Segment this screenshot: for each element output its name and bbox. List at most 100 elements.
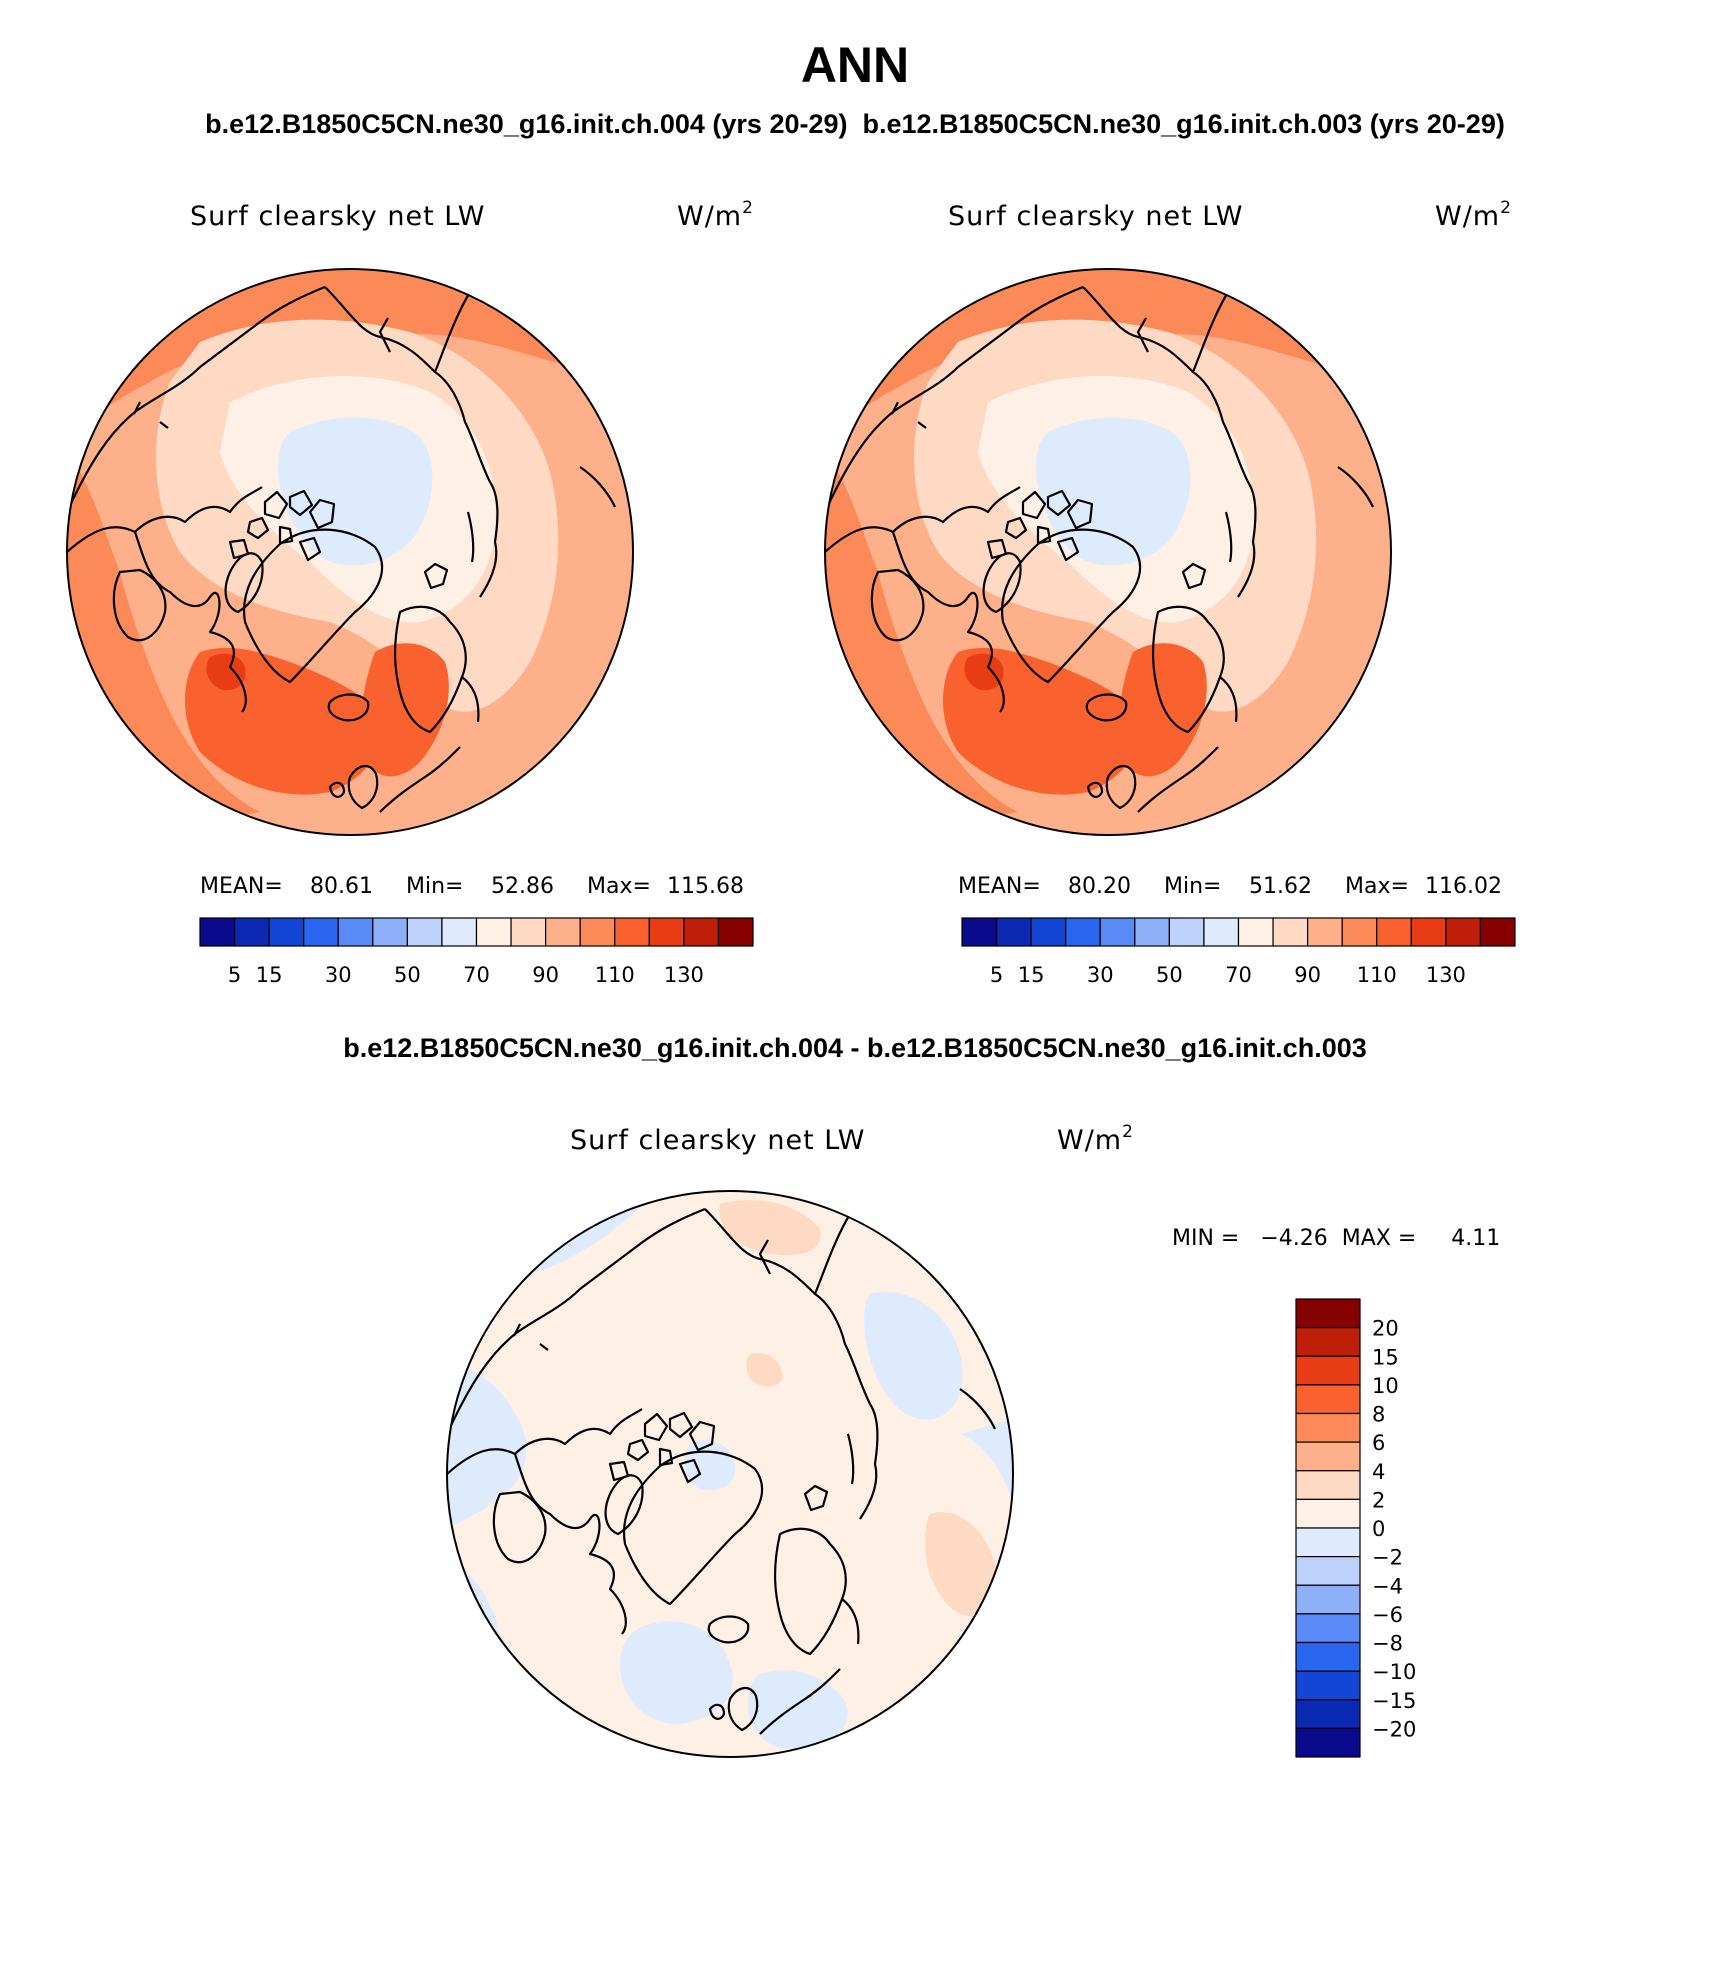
- diff-colorbar-swatch: [1295, 1641, 1361, 1672]
- panel-a-colorbar-swatch: [268, 917, 305, 947]
- panel-a-colorbar-swatch: [233, 917, 270, 947]
- diff-colorbar-tick-label: 20: [1372, 1317, 1399, 1341]
- panel-a-map: [67, 269, 633, 835]
- panel-a-colorbar-tick-label: 70: [463, 963, 490, 987]
- panel-b-colorbar-swatch: [1445, 917, 1482, 947]
- panel-a-map-border: [66, 268, 634, 836]
- panel-b-colorbar-swatch: [1099, 917, 1136, 947]
- panel-b-max-value: 116.02: [1425, 874, 1502, 899]
- panel-a-colorbar-swatch: [579, 917, 616, 947]
- panel-b-mean-value: 80.20: [1068, 874, 1131, 899]
- panel-a-colorbar-tick-label: 90: [532, 963, 559, 987]
- diff-units-label: W/m2: [1057, 1122, 1134, 1156]
- panel-a-variable-label: Surf clearsky net LW: [190, 201, 486, 232]
- panel-a-max-label: Max=: [587, 874, 651, 899]
- diff-colorbar-tick-label: 15: [1372, 1345, 1399, 1369]
- panel-a-colorbar-tick-label: 15: [256, 963, 283, 987]
- panel-a-mean-label: MEAN=: [200, 874, 283, 899]
- panel-b-colorbar-swatch: [1410, 917, 1447, 947]
- panel-a-colorbar-swatch: [475, 917, 512, 947]
- panel-b-colorbar-swatch: [1341, 917, 1378, 947]
- diff-colorbar-tick-label: −2: [1372, 1546, 1403, 1570]
- diff-colorbar-tick-label: 4: [1372, 1460, 1385, 1484]
- panel-a-colorbar-tick-label: 50: [394, 963, 421, 987]
- panel-a-min-value: 52.86: [491, 874, 554, 899]
- panel-a-colorbar-tick-label: 130: [664, 963, 704, 987]
- panel-b-colorbar-tick-label: 130: [1426, 963, 1466, 987]
- diff-subtitle: b.e12.B1850C5CN.ne30_g16.init.ch.004 - b…: [343, 1033, 1367, 1063]
- panel-b-colorbar-swatch: [1272, 917, 1309, 947]
- panel-a-colorbar-tick-label: 30: [325, 963, 352, 987]
- panel-a-colorbar-swatch: [648, 917, 685, 947]
- panel-b-colorbar-swatch: [1065, 917, 1101, 947]
- panel-b-min-value: 51.62: [1249, 874, 1312, 899]
- panel-a-colorbar-swatch: [303, 917, 339, 947]
- panel-case-004: Surf clearsky net LW W/m2 MEAN= 80.61 Mi…: [66, 198, 754, 987]
- panel-b-colorbar-tick-label: 110: [1357, 963, 1397, 987]
- diff-colorbar-swatch: [1295, 1613, 1361, 1644]
- panel-b-colorbar-swatch: [1203, 917, 1240, 947]
- panel-b-mean-label: MEAN=: [958, 874, 1041, 899]
- panel-b-colorbar-tick-label: 15: [1018, 963, 1045, 987]
- panel-a-colorbar-swatch: [683, 917, 720, 947]
- panel-a-colorbar-swatch: [199, 917, 236, 947]
- diff-colorbar-swatch: [1295, 1384, 1361, 1415]
- diff-colorbar-swatch: [1295, 1355, 1361, 1386]
- diff-colorbar-swatch: [1295, 1298, 1361, 1329]
- panel-b-colorbar-swatch: [1376, 917, 1412, 947]
- diff-colorbar-tick-label: −6: [1372, 1603, 1403, 1627]
- diff-variable-label: Surf clearsky net LW: [570, 1125, 866, 1156]
- panel-b-units-label: W/m2: [1435, 198, 1512, 232]
- diff-map: [447, 1191, 1013, 1757]
- panel-a-colorbar-swatch: [717, 917, 754, 947]
- panel-b-colorbar-tick-label: 5: [990, 963, 1003, 987]
- diff-colorbar-swatch: [1295, 1556, 1361, 1586]
- diff-colorbar-swatch: [1295, 1441, 1361, 1472]
- panel-b-colorbar-swatch: [995, 917, 1032, 947]
- panel-b-colorbar-swatch: [1134, 917, 1170, 947]
- panel-a-colorbar-tick-label: 110: [595, 963, 635, 987]
- diff-colorbar-swatch: [1295, 1527, 1361, 1558]
- top-subtitle: b.e12.B1850C5CN.ne30_g16.init.ch.004 (yr…: [205, 109, 1505, 139]
- diff-colorbar-tick-label: 6: [1372, 1431, 1385, 1455]
- panel-b-colorbar-swatch: [1479, 917, 1516, 947]
- panel-b-colorbar-swatch: [1168, 917, 1205, 947]
- panel-b-colorbar-swatch: [1307, 917, 1343, 947]
- diff-colorbar-swatch: [1295, 1498, 1361, 1529]
- panel-a-units-label: W/m2: [677, 198, 754, 232]
- diff-colorbar-tick-label: −15: [1372, 1689, 1416, 1713]
- panel-a-colorbar-tick-label: 5: [228, 963, 241, 987]
- diff-colorbar-tick-label: 0: [1372, 1517, 1385, 1541]
- panel-b-colorbar-tick-label: 90: [1294, 963, 1321, 987]
- panel-b-colorbar-tick-label: 50: [1156, 963, 1183, 987]
- panel-a-colorbar-swatch: [441, 917, 478, 947]
- diff-colorbar-tick-label: −4: [1372, 1574, 1403, 1598]
- panel-a-max-value: 115.68: [667, 874, 744, 899]
- panel-b-variable-label: Surf clearsky net LW: [948, 201, 1244, 232]
- panel-a-colorbar-swatch: [510, 917, 547, 947]
- panel-b-colorbar-swatch: [1237, 917, 1274, 947]
- panel-a-mean-value: 80.61: [310, 874, 373, 899]
- panel-difference: Surf clearsky net LW W/m2 MIN = −4.26 MA…: [446, 1122, 1500, 1758]
- diff-colorbar-swatch: [1295, 1727, 1361, 1758]
- diff-colorbar-swatch: [1295, 1670, 1361, 1701]
- diff-colorbar-swatch: [1295, 1470, 1361, 1500]
- diff-colorbar-swatch: [1295, 1699, 1361, 1729]
- panel-a-colorbar-swatch: [406, 917, 443, 947]
- figure-title: ANN: [801, 37, 909, 93]
- diff-colorbar-swatch: [1295, 1584, 1361, 1615]
- diff-colorbar-tick-label: 10: [1372, 1374, 1399, 1398]
- diff-colorbar-tick-label: 2: [1372, 1488, 1385, 1512]
- panel-a-colorbar-swatch: [372, 917, 408, 947]
- diff-colorbar-tick-label: 8: [1372, 1403, 1385, 1427]
- panel-a-colorbar: 5 15 30 50 70 90 110 130: [199, 917, 754, 987]
- diff-colorbar-tick-label: −8: [1372, 1632, 1403, 1656]
- diff-map-border: [446, 1190, 1014, 1758]
- panel-a-min-label: Min=: [406, 874, 463, 899]
- panel-a-colorbar-swatch: [337, 917, 374, 947]
- panel-b-max-label: Max=: [1345, 874, 1409, 899]
- panel-b-colorbar-tick-label: 70: [1225, 963, 1252, 987]
- panel-b-min-label: Min=: [1164, 874, 1221, 899]
